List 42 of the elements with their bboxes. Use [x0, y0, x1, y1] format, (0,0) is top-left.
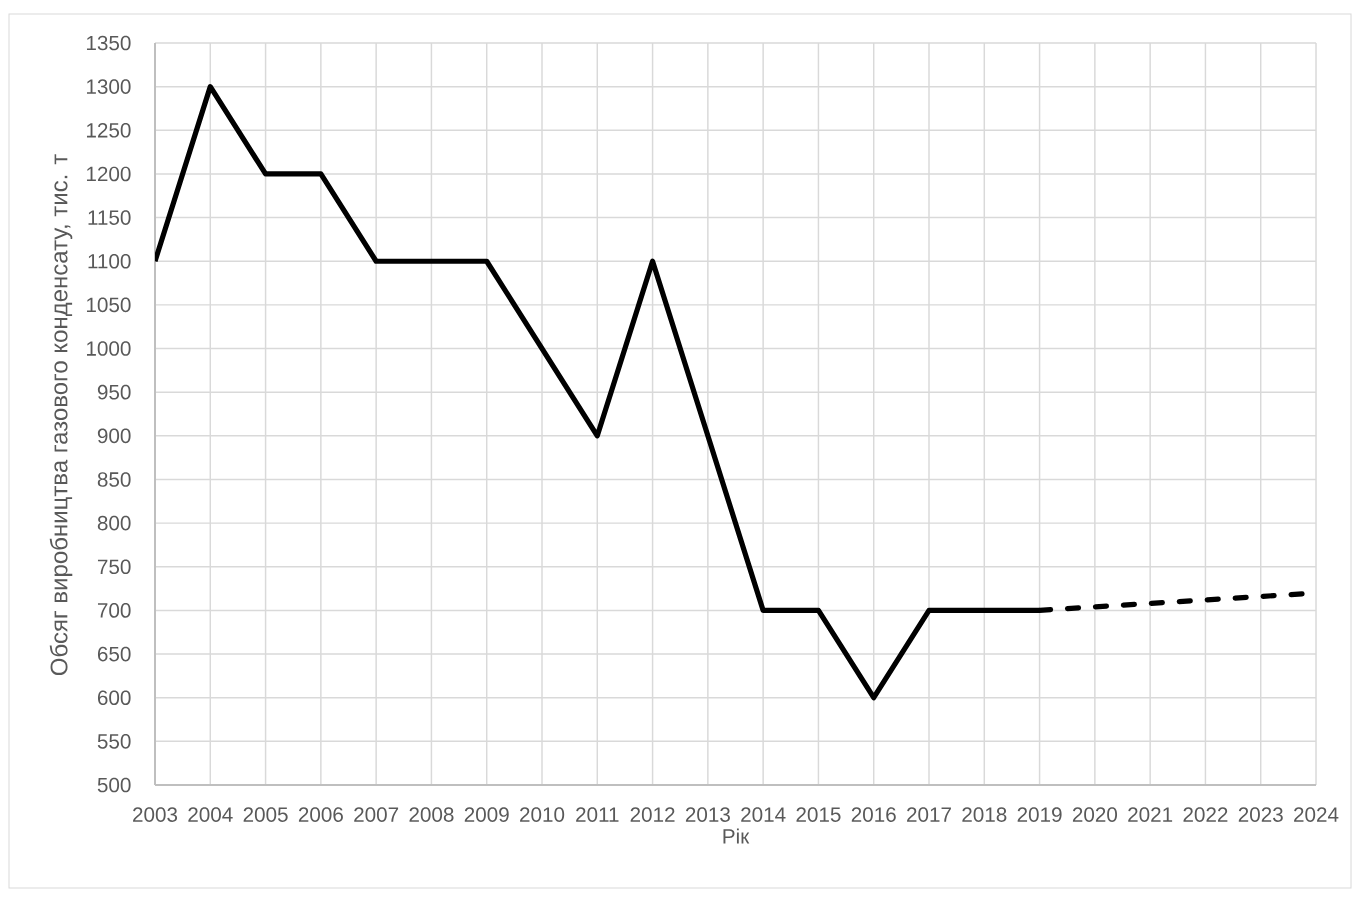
- y-tick-label: 800: [97, 515, 131, 531]
- x-tick-label: 2003: [133, 807, 178, 822]
- y-tick-label: 850: [97, 472, 131, 487]
- x-tick-label: 2005: [243, 807, 288, 822]
- y-tick-label: 900: [97, 428, 131, 444]
- x-tick-label: 2018: [962, 807, 1007, 822]
- y-tick-label: 1100: [88, 253, 131, 269]
- y-tick-label: 650: [97, 646, 131, 662]
- y-tick-label: 1250: [87, 122, 131, 138]
- x-tick-label: 2013: [685, 807, 730, 822]
- x-tick-label: 2006: [298, 807, 343, 822]
- x-tick-label: 2012: [630, 807, 675, 822]
- x-tick-label: 2016: [851, 807, 896, 822]
- y-tick-label: 1350: [87, 35, 131, 51]
- x-tick-label: 2007: [354, 807, 399, 822]
- y-tick-label: 1000: [87, 341, 131, 356]
- x-tick-label: 2023: [1238, 807, 1283, 822]
- y-axis-title: Обсяг виробництва газового конденсату, тис. т: [49, 154, 73, 676]
- y-tick-label: 550: [97, 734, 131, 749]
- y-tick-label: 950: [97, 384, 131, 400]
- x-axis-title: Рік: [723, 828, 750, 844]
- x-tick-label: 2011: [576, 807, 619, 822]
- y-tick-label: 600: [97, 690, 131, 706]
- x-tick-label: 2017: [907, 807, 951, 822]
- x-tick-label: 2015: [796, 807, 841, 822]
- x-tick-label: 2010: [520, 807, 565, 822]
- x-tick-label: 2008: [409, 807, 454, 822]
- y-tick-label: 1200: [87, 166, 131, 182]
- y-tick-label: 500: [97, 777, 131, 793]
- y-tick-label: 1300: [87, 79, 131, 94]
- x-tick-label: 2022: [1183, 807, 1228, 822]
- y-tick-label: 1150: [88, 210, 131, 225]
- y-tick-label: 700: [97, 603, 131, 618]
- x-tick-label: 2009: [464, 807, 509, 822]
- x-tick-label: 2014: [741, 807, 786, 822]
- x-tick-label: 2021: [1128, 807, 1173, 822]
- y-tick-label: 750: [97, 559, 131, 575]
- x-tick-label: 2004: [188, 807, 233, 822]
- x-tick-label: 2020: [1072, 807, 1118, 822]
- y-tick-label: 1050: [87, 297, 131, 313]
- x-tick-label: 2019: [1017, 807, 1062, 822]
- x-tick-label: 2024: [1294, 807, 1339, 822]
